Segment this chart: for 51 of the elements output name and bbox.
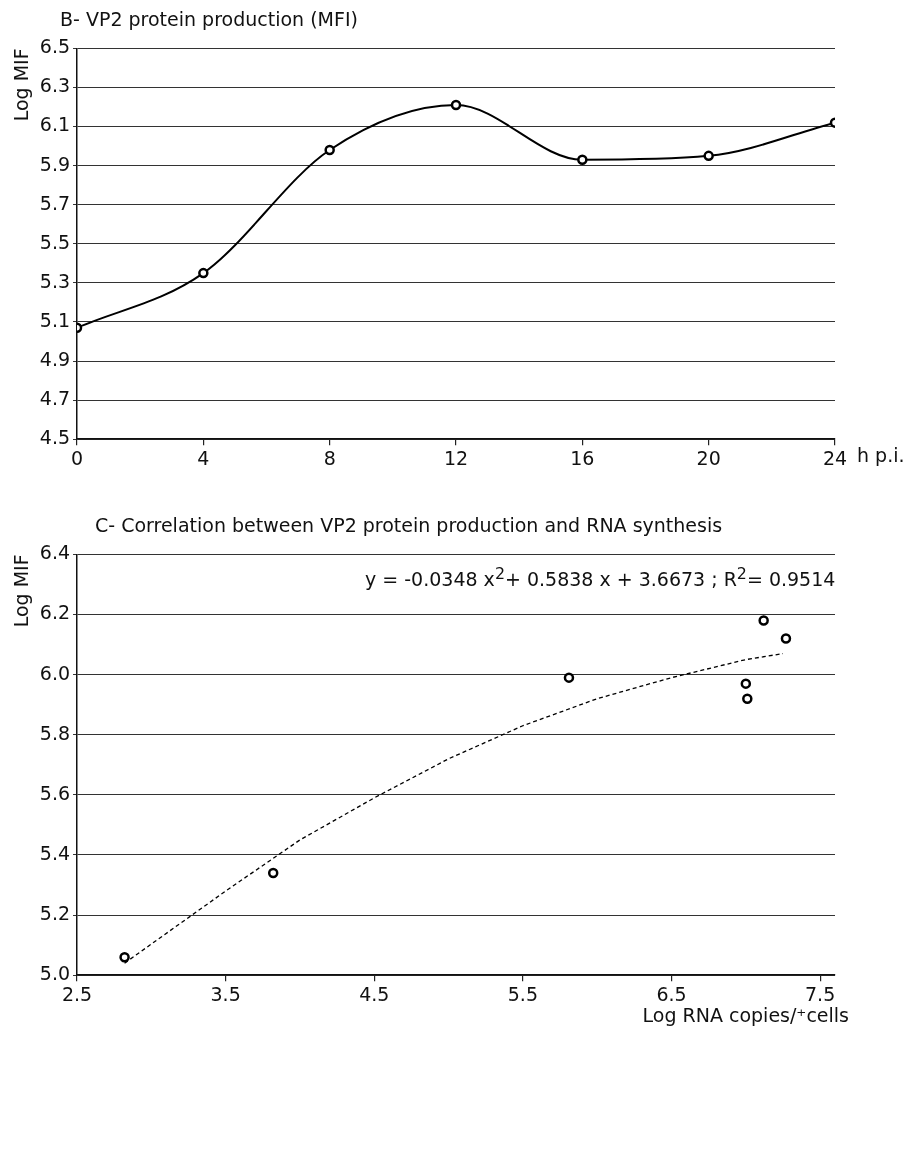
y-tick-label: 5.4 [39, 841, 71, 864]
y-axis-title: Log MIF [10, 48, 33, 122]
point [324, 144, 335, 156]
point [577, 154, 588, 166]
y-tick-label: 4.7 [39, 387, 71, 410]
x-tick-label: 2.5 [61, 982, 93, 1005]
point [758, 615, 769, 626]
point [198, 267, 209, 279]
x-tick-label: 6.5 [656, 982, 687, 1005]
x-tick-label: 20 [696, 446, 721, 469]
point [780, 633, 792, 644]
y-tick-label: 5.7 [39, 191, 71, 214]
y-tick-label: 5.8 [39, 721, 71, 744]
chart-title: C- Correlation between VP2 protein production and RNA synthesis [94, 513, 724, 538]
y-tick-label: 5.5 [39, 230, 71, 253]
y-axis-title: Log MIF [10, 554, 33, 628]
y-tick-label: 6.2 [39, 601, 71, 624]
y-tick-label: 6.3 [39, 74, 71, 97]
y-tick-label: 6.4 [39, 541, 71, 564]
x-axis-title: h p.i. [857, 443, 905, 466]
point [703, 150, 714, 162]
y-tick-label: 5.0 [39, 962, 71, 985]
point [563, 672, 575, 683]
point [119, 951, 130, 963]
x-tick-label: 24 [822, 446, 848, 469]
y-tick-label: 5.9 [39, 152, 71, 175]
y-tick-label: 5.6 [39, 781, 71, 804]
point [742, 693, 753, 704]
x-tick-label: 5.5 [507, 982, 538, 1005]
x-tick-label: 4 [197, 446, 210, 469]
x-tick-label: 8 [323, 446, 336, 469]
y-tick-label: 5.3 [39, 269, 71, 292]
x-axis-title: Log RNA copies/⁺cells [642, 1003, 849, 1026]
y-tick-label: 4.9 [39, 347, 71, 370]
y-tick-label: 6.0 [39, 661, 71, 684]
x-tick-label: 0 [70, 446, 84, 469]
point [267, 867, 279, 879]
y-tick-label: 5.2 [39, 902, 71, 925]
y-tick-label: 5.1 [39, 308, 71, 331]
x-tick-label: 3.5 [210, 982, 241, 1005]
y-tick-label: 6.5 [39, 35, 71, 58]
point [450, 99, 462, 111]
y-tick-label: 6.1 [39, 113, 71, 136]
chart-title: B- VP2 protein production (MFI) [59, 7, 359, 32]
x-tick-label: 7.5 [805, 982, 836, 1005]
x-tick-label: 16 [570, 446, 595, 469]
x-tick-label: 4.5 [359, 982, 390, 1005]
y-tick-label: 4.5 [39, 426, 71, 449]
annotation: y = -0.0348 x$^{2}$+ 0.5838 x + 3.6673 ; R$^{2}$= 0.9514 [365, 564, 836, 591]
x-tick-label: 12 [443, 446, 469, 469]
point [740, 678, 752, 689]
